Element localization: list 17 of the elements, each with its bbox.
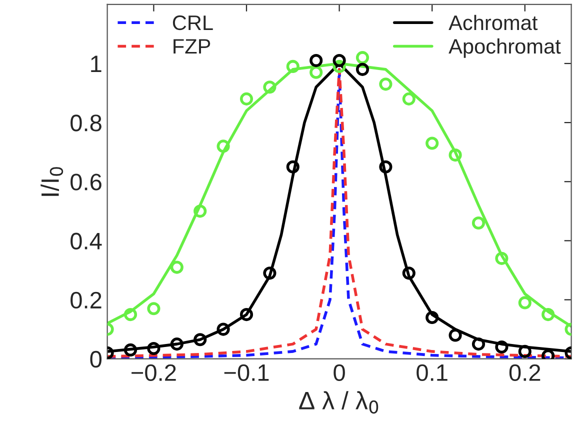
y-tick-label: 0.6: [70, 174, 102, 190]
y-tick-label: 0.8: [70, 114, 102, 132]
x-tick-label: −0.2: [132, 364, 176, 382]
y-axis-title: I/I$_{0}$: [40, 167, 64, 196]
x-axis-title: Δ λ / λ$_{0}$: [299, 391, 378, 414]
y-tick-label: 1: [91, 56, 102, 72]
y-tick-label: 0.2: [70, 292, 102, 309]
legend-label: Apochromat: [448, 38, 561, 58]
y-tick-label: 0: [90, 350, 102, 368]
legend-label: CRL: [172, 15, 213, 30]
y-tick-label: 0.4: [70, 232, 102, 250]
x-tick-label: 0: [334, 364, 345, 382]
legend-label: FZP: [174, 39, 210, 54]
x-tick-label: 0.2: [509, 364, 540, 382]
legend-label: Achromat: [448, 14, 538, 30]
x-tick-label: −0.1: [224, 364, 269, 382]
x-tick-label: 0.1: [416, 364, 448, 382]
